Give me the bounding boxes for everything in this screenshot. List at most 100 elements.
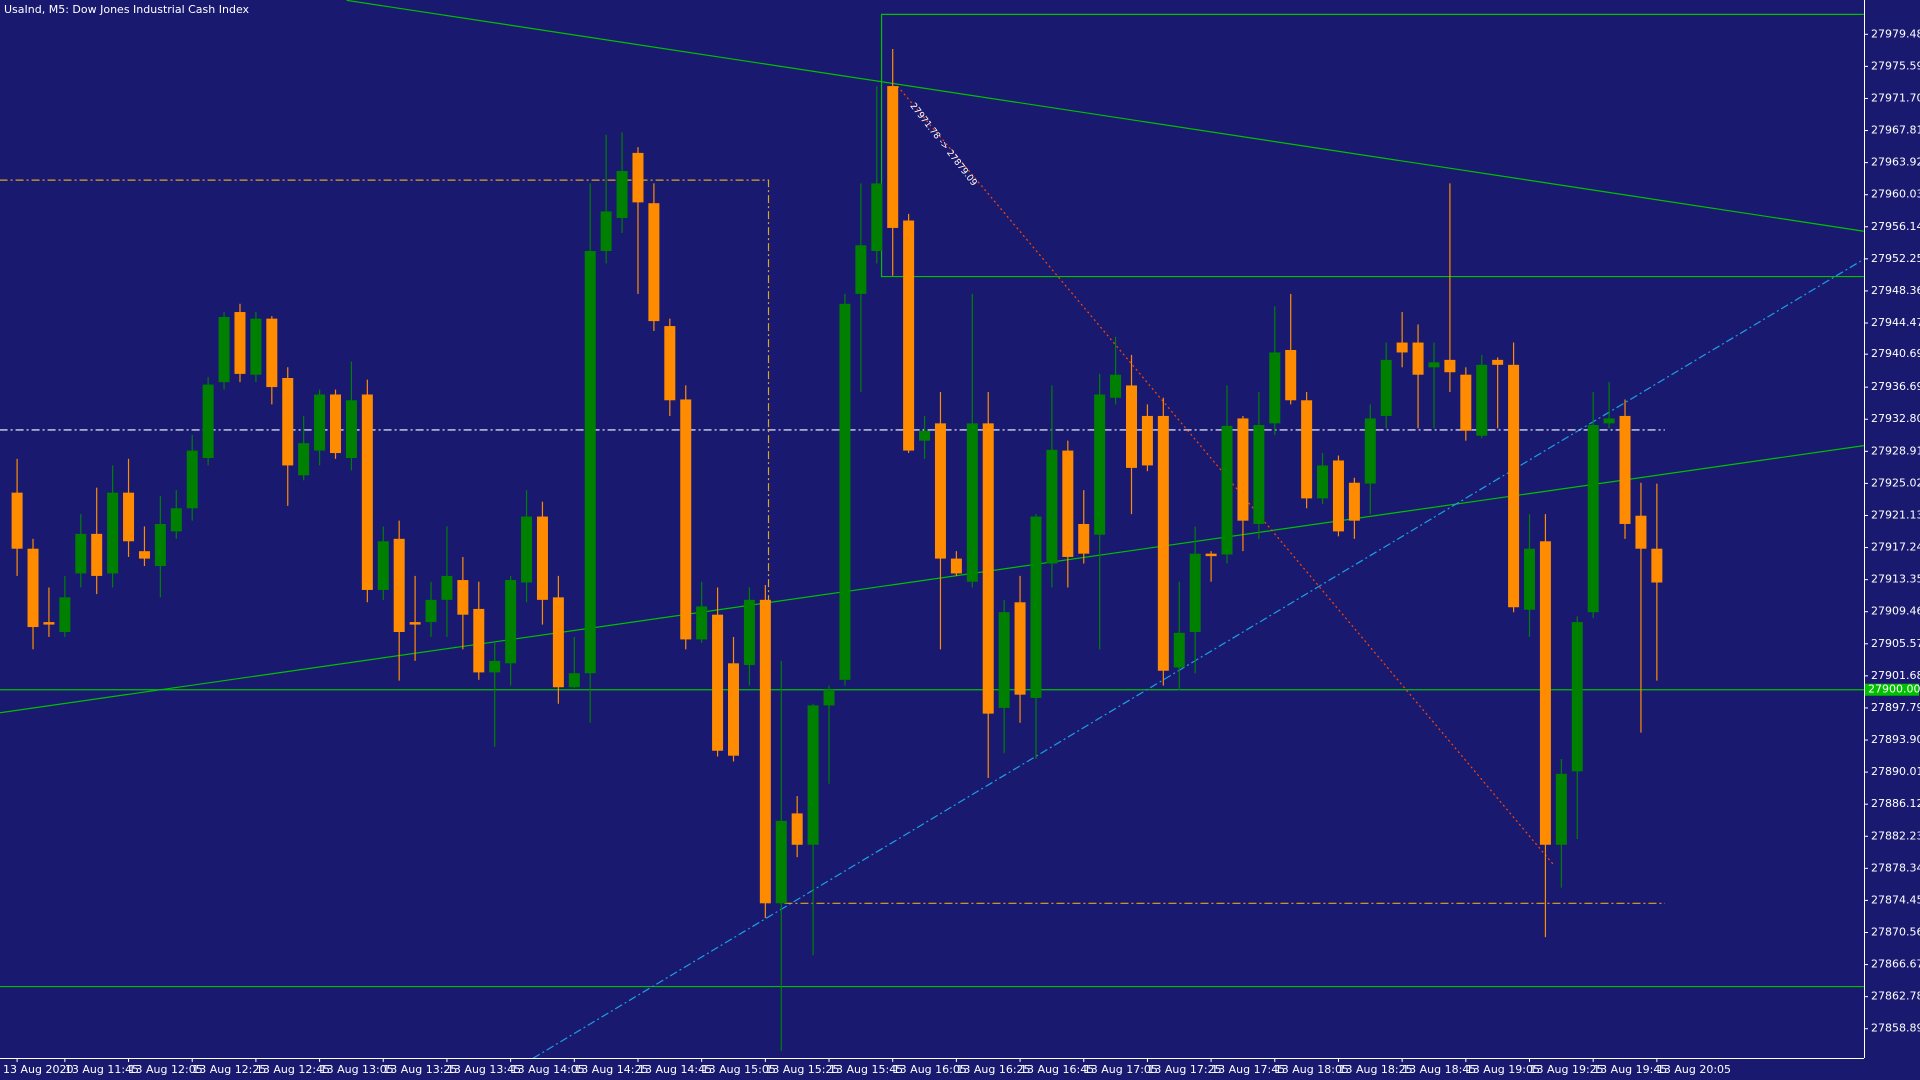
candle-body	[43, 622, 55, 625]
price-marker-box	[1865, 683, 1919, 696]
candle-body	[855, 245, 867, 294]
candle-body	[1492, 359, 1504, 365]
candle-body	[91, 533, 103, 576]
x-tick-label: 13 Aug 12:45	[256, 1063, 330, 1076]
candle-body	[712, 614, 724, 751]
chart-title: UsaInd, M5: Dow Jones Industrial Cash In…	[4, 3, 250, 16]
candle-body	[1412, 342, 1424, 375]
candle-body	[441, 575, 453, 600]
y-tick-label: 27913.35	[1871, 573, 1920, 586]
x-tick-label: 13 Aug 13:05	[320, 1063, 394, 1076]
x-tick-label: 13 Aug 16:25	[956, 1063, 1030, 1076]
x-tick-label: 13 Aug 2020	[3, 1063, 73, 1076]
candle-body	[123, 492, 135, 542]
candle-body	[934, 423, 946, 559]
candle-body	[107, 492, 119, 574]
y-tick-label: 27858.89	[1871, 1022, 1920, 1035]
candle-body	[330, 394, 341, 454]
candle-body	[648, 203, 660, 322]
candle-body	[743, 599, 755, 665]
candle-body	[1428, 362, 1440, 368]
x-tick-label: 13 Aug 14:45	[638, 1063, 712, 1076]
x-tick-label: 13 Aug 14:25	[574, 1063, 648, 1076]
x-tick-label: 13 Aug 19:25	[1530, 1063, 1604, 1076]
candle-body	[1189, 553, 1201, 632]
candle-body	[1030, 516, 1042, 698]
x-tick-label: 13 Aug 11:45	[65, 1063, 139, 1076]
x-tick-label: 13 Aug 17:45	[1211, 1063, 1285, 1076]
candle-body	[1301, 400, 1313, 499]
candle-body	[234, 312, 246, 374]
y-tick-label: 27948.36	[1871, 284, 1920, 297]
candle-body	[1078, 523, 1090, 554]
candle-body	[59, 597, 71, 632]
candle-body	[1126, 385, 1137, 468]
candle-body	[1062, 450, 1074, 557]
candle-body	[919, 430, 931, 441]
candle-body	[1635, 515, 1647, 549]
candle-body	[1364, 418, 1376, 484]
candle-body	[473, 608, 485, 673]
candle-body	[186, 450, 198, 509]
candle-body	[823, 689, 835, 706]
x-tick-label: 13 Aug 20:05	[1657, 1063, 1731, 1076]
y-tick-label: 27928.91	[1871, 444, 1920, 457]
y-tick-label: 27866.67	[1871, 958, 1920, 971]
x-tick-label: 13 Aug 15:05	[702, 1063, 776, 1076]
candle-body	[1476, 364, 1488, 436]
candle-body	[871, 183, 883, 252]
y-tick-label: 27878.34	[1871, 861, 1920, 874]
y-tick-label: 27971.70	[1871, 91, 1920, 104]
candle-body	[1332, 460, 1344, 532]
x-tick-label: 13 Aug 16:45	[1020, 1063, 1094, 1076]
candle-body	[489, 660, 501, 673]
candle-body	[696, 606, 708, 640]
candle-body	[1587, 425, 1599, 613]
candle-body	[282, 378, 294, 466]
candle-body	[1173, 632, 1185, 668]
candle-body	[1157, 415, 1169, 671]
candle-body	[1110, 374, 1122, 398]
y-tick-label: 27890.01	[1871, 765, 1920, 778]
x-tick-label: 13 Aug 15:25	[765, 1063, 839, 1076]
candle-body	[998, 612, 1010, 708]
y-tick-label: 27967.81	[1871, 124, 1920, 137]
y-tick-label: 27897.79	[1871, 701, 1920, 714]
y-tick-label: 27870.56	[1871, 925, 1920, 938]
candle-body	[1380, 359, 1392, 416]
x-tick-label: 13 Aug 18:25	[1338, 1063, 1412, 1076]
candle-body	[425, 599, 437, 623]
candle-body	[298, 443, 310, 476]
x-tick-label: 13 Aug 19:05	[1466, 1063, 1540, 1076]
candle-body	[1205, 553, 1217, 557]
candle-body	[536, 516, 548, 600]
y-tick-label: 27917.24	[1871, 541, 1920, 554]
candle-body	[632, 152, 644, 203]
x-tick-label: 13 Aug 14:05	[511, 1063, 585, 1076]
x-tick-label: 13 Aug 13:45	[447, 1063, 521, 1076]
candle-body	[1396, 342, 1408, 353]
candle-body	[775, 820, 787, 904]
candle-body	[202, 384, 214, 458]
candle-body	[903, 220, 915, 451]
candle-body	[1269, 352, 1281, 424]
x-tick-label: 13 Aug 15:45	[829, 1063, 903, 1076]
y-tick-label: 27975.59	[1871, 59, 1920, 72]
y-tick-label: 27936.69	[1871, 380, 1920, 393]
candle-body	[1603, 418, 1615, 424]
candle-body	[138, 551, 150, 559]
candle-body	[457, 580, 469, 615]
candle-body	[75, 533, 87, 574]
y-tick-label: 27905.57	[1871, 637, 1920, 650]
candle-body	[314, 394, 326, 451]
x-tick-label: 13 Aug 19:45	[1593, 1063, 1667, 1076]
candle-body	[1285, 349, 1297, 401]
candle-body	[887, 86, 899, 228]
y-tick-label: 27960.03	[1871, 188, 1920, 201]
candle-body	[1524, 548, 1535, 610]
trend-line	[532, 258, 1864, 1058]
x-tick-label: 13 Aug 16:05	[893, 1063, 967, 1076]
candle-body	[27, 548, 39, 628]
candle-body	[839, 303, 851, 680]
